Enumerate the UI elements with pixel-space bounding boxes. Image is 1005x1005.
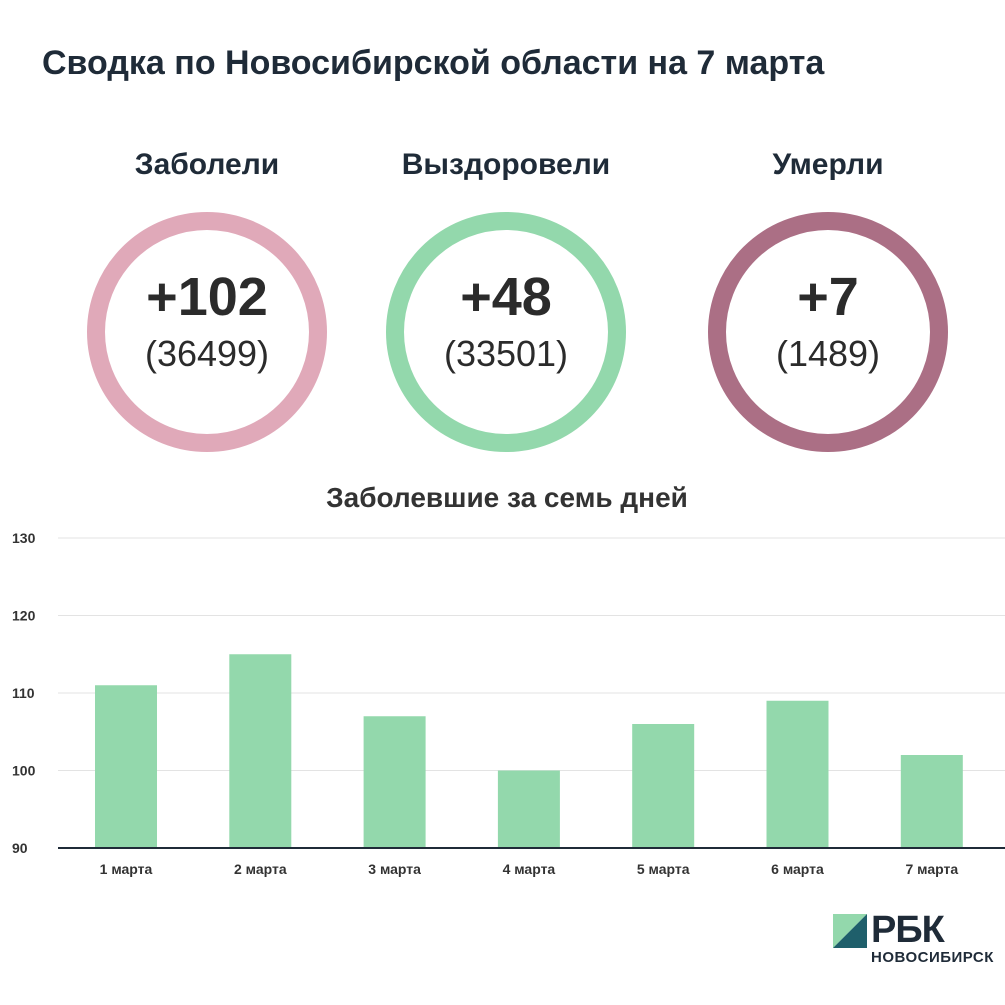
page-title: Сводка по Новосибирской области на 7 мар… [42, 44, 825, 82]
x-tick-label: 1 марта [100, 861, 153, 877]
x-tick-label: 2 марта [234, 861, 287, 877]
x-tick-label: 4 марта [503, 861, 556, 877]
y-tick-label: 100 [12, 763, 36, 779]
x-tick-label: 7 марта [905, 861, 958, 877]
stat-deaths-total: (1489) [775, 333, 881, 374]
x-tick-label: 3 марта [368, 861, 421, 877]
stat-recovered-delta: +48 [460, 267, 552, 327]
bar [95, 685, 157, 848]
rbc-logo-icon [833, 914, 867, 948]
stat-recovered: Выздоровели +48 (33501) [376, 140, 636, 452]
y-tick-label: 130 [12, 530, 36, 546]
bar [363, 716, 426, 848]
bar [766, 700, 829, 848]
y-tick-label: 90 [12, 840, 28, 856]
bar [229, 654, 292, 848]
stat-deaths-label: Умерли [772, 148, 884, 181]
x-tick-label: 6 марта [771, 861, 824, 877]
stat-infected: Заболели +102 (36499) [77, 140, 337, 452]
bar [632, 724, 695, 848]
stat-deaths: Умерли +7 (1489) [698, 140, 958, 452]
stat-recovered-total: (33501) [443, 333, 569, 374]
bar [900, 755, 963, 848]
stat-infected-total: (36499) [144, 333, 270, 374]
chart-title: Заболевшие за семь дней [326, 482, 688, 513]
y-tick-label: 110 [12, 685, 35, 701]
rbc-logo-region: НОВОСИБИРСК [871, 949, 994, 966]
rbc-logo: РБК НОВОСИБИРСК [833, 909, 998, 969]
y-tick-label: 120 [12, 608, 36, 624]
stat-deaths-delta: +7 [797, 267, 859, 327]
stat-recovered-label: Выздоровели [401, 148, 611, 181]
bar [497, 770, 560, 848]
rbc-logo-text: РБК [871, 909, 945, 951]
stat-infected-label: Заболели [134, 148, 280, 181]
x-tick-label: 5 марта [637, 861, 690, 877]
stat-infected-delta: +102 [146, 267, 268, 327]
